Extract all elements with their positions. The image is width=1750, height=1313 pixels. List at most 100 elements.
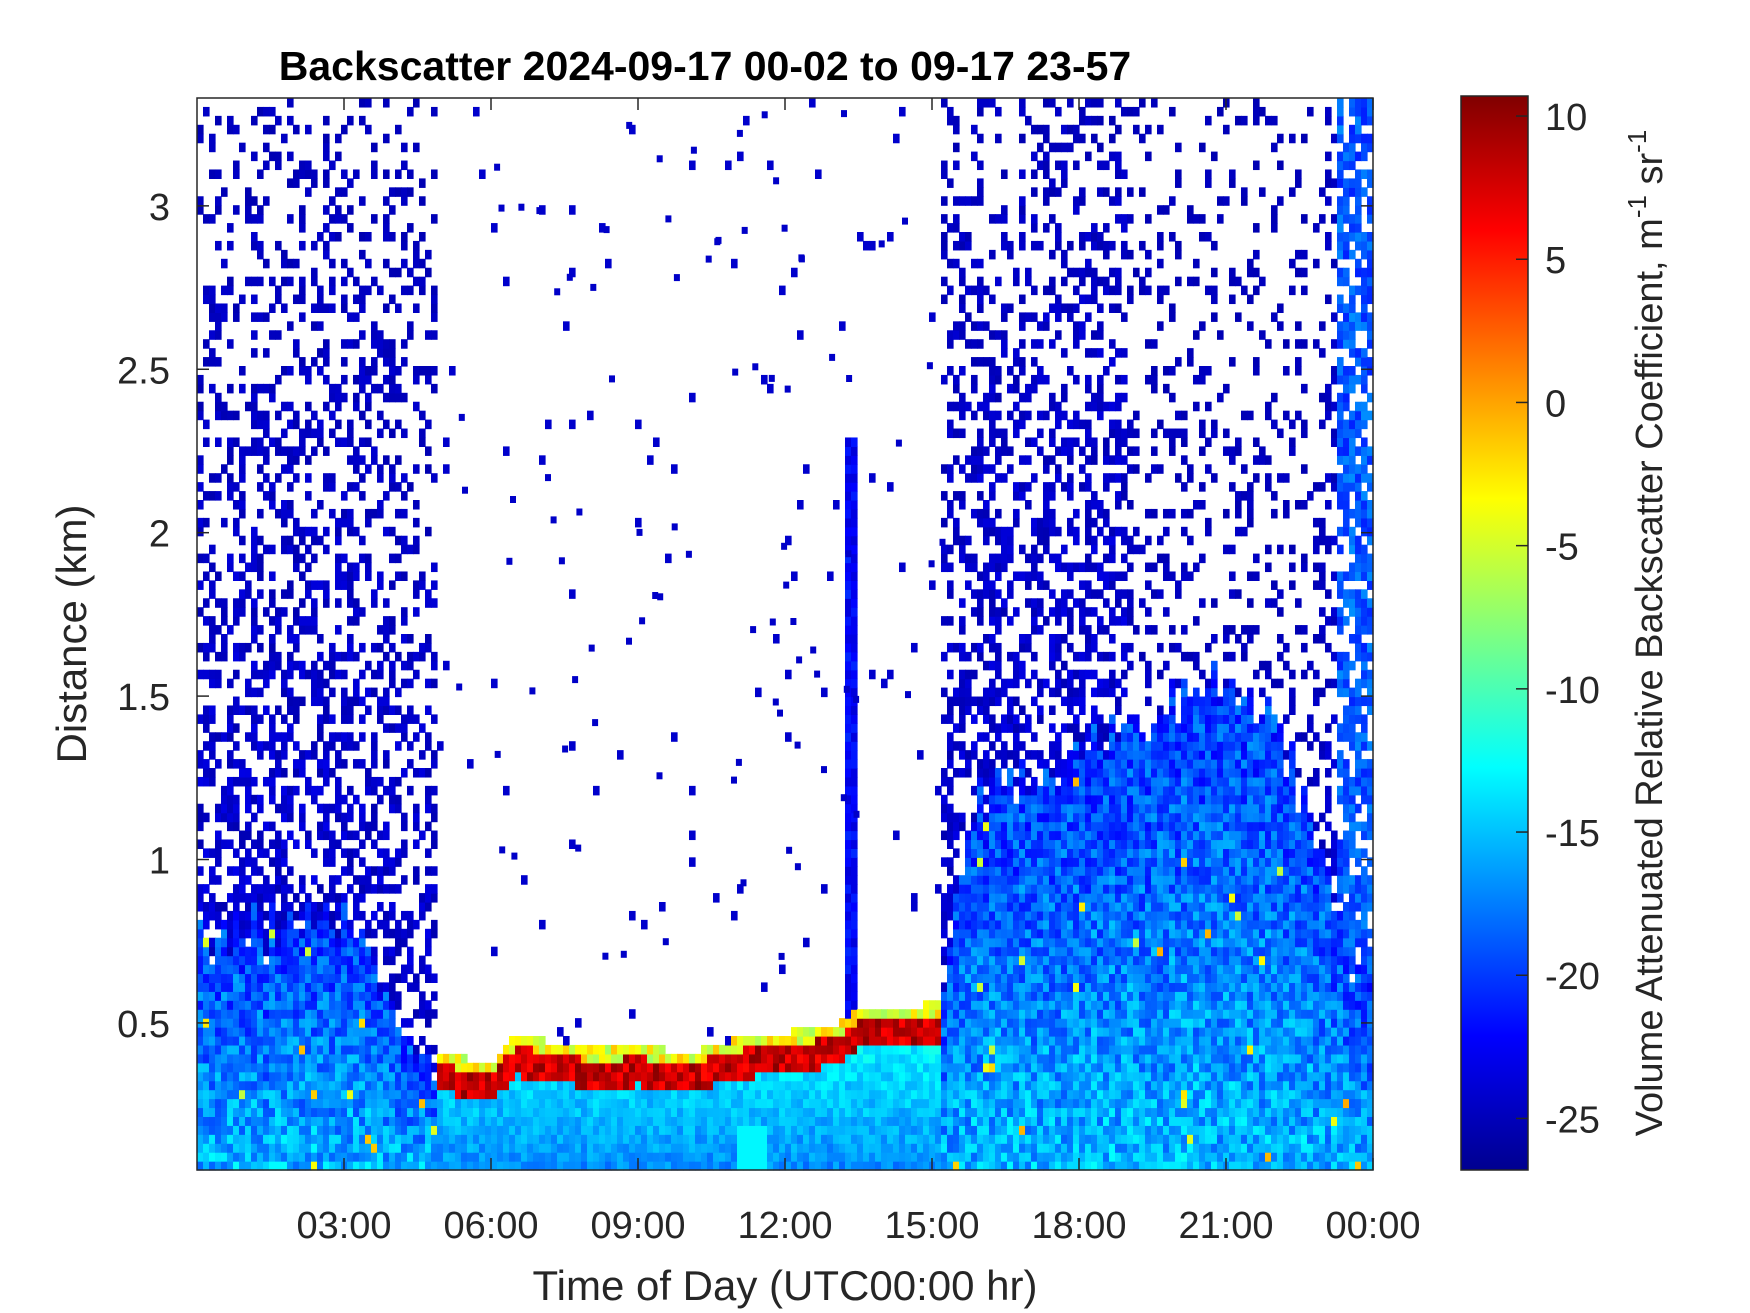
heatmap-cell	[521, 1053, 528, 1064]
heatmap-cell	[953, 964, 960, 975]
heatmap-cell	[593, 1116, 600, 1126]
heatmap-cell	[299, 812, 306, 823]
heatmap-cell	[977, 401, 984, 412]
heatmap-cell	[299, 1152, 306, 1162]
heatmap-cell	[1031, 240, 1038, 251]
heatmap-cell	[839, 1080, 846, 1091]
heatmap-cell	[239, 1098, 246, 1109]
heatmap-cell	[947, 1071, 954, 1082]
heatmap-cell	[329, 669, 336, 680]
heatmap-cell	[461, 1161, 468, 1171]
heatmap-cell	[839, 1116, 846, 1126]
heatmap-cell	[785, 1134, 792, 1144]
heatmap-cell	[521, 1134, 528, 1144]
heatmap-cell	[599, 1062, 606, 1073]
heatmap-cell	[665, 1125, 672, 1135]
heatmap-cell	[1025, 437, 1032, 447]
heatmap-cell	[371, 1134, 378, 1144]
heatmap-cell	[365, 1018, 372, 1028]
heatmap-cell	[965, 848, 972, 858]
heatmap-cell	[1025, 910, 1032, 921]
heatmap-cell	[911, 1152, 918, 1162]
heatmap-cell	[275, 1125, 282, 1135]
heatmap-cell	[995, 1036, 1002, 1046]
heatmap-cell	[953, 642, 960, 653]
heatmap-cell	[359, 1116, 366, 1126]
heatmap-cell	[461, 1116, 468, 1126]
heatmap-cell	[329, 473, 336, 483]
heatmap-cell	[947, 1116, 954, 1126]
heatmap-cell	[287, 1027, 294, 1037]
heatmap-cell	[317, 1125, 324, 1135]
heatmap-cell	[911, 1107, 918, 1117]
heatmap-cell	[989, 937, 996, 948]
heatmap-cell	[485, 1071, 492, 1082]
heatmap-cell	[233, 973, 240, 983]
heatmap-cell	[341, 1018, 348, 1028]
heatmap-cell	[359, 1143, 366, 1153]
heatmap-cell	[359, 1027, 366, 1037]
heatmap-cell	[311, 1089, 318, 1100]
heatmap-cell	[359, 455, 366, 465]
heatmap-cell	[371, 330, 378, 340]
heatmap-cell	[383, 750, 390, 760]
heatmap-cell	[197, 884, 204, 894]
heatmap-cell	[1019, 669, 1026, 680]
heatmap-cell	[827, 1107, 834, 1117]
heatmap-cell	[959, 875, 966, 885]
heatmap-cell	[335, 580, 342, 590]
heatmap-cell	[281, 750, 288, 760]
heatmap-cell	[425, 1062, 432, 1073]
heatmap-cell	[971, 893, 978, 903]
heatmap-cell	[977, 759, 984, 769]
heatmap-cell	[347, 1080, 354, 1091]
heatmap-cell	[605, 1062, 612, 1073]
heatmap-cell	[1001, 1161, 1008, 1171]
heatmap-cell	[995, 1116, 1002, 1126]
heatmap-cell	[329, 803, 336, 814]
heatmap-cell	[989, 410, 996, 421]
heatmap-cell	[881, 1062, 888, 1073]
heatmap-cell	[995, 366, 1002, 376]
heatmap-cell	[959, 544, 966, 555]
heatmap-cell	[983, 446, 990, 456]
heatmap-cell	[275, 910, 282, 921]
heatmap-cell	[1019, 455, 1026, 465]
heatmap-cell	[347, 1044, 354, 1055]
heatmap-cell	[851, 482, 858, 492]
heatmap-cell	[425, 330, 432, 340]
heatmap-cell	[1025, 964, 1032, 975]
heatmap-cell	[251, 812, 258, 823]
heatmap-cell	[209, 1143, 216, 1153]
heatmap-cell	[947, 964, 954, 975]
heatmap-cell	[629, 1044, 636, 1055]
heatmap-cell	[821, 1036, 828, 1046]
heatmap-cell	[473, 1089, 480, 1100]
heatmap-cell	[263, 1080, 270, 1091]
heatmap-cell	[311, 321, 318, 331]
heatmap-cell	[827, 1116, 834, 1126]
heatmap-cell	[395, 803, 402, 814]
heatmap-cell	[989, 419, 996, 430]
heatmap-cell	[257, 642, 264, 653]
heatmap-cell	[995, 893, 1002, 903]
heatmap-cell	[467, 1071, 474, 1082]
heatmap-cell	[269, 776, 276, 787]
heatmap-cell	[233, 1089, 240, 1100]
heatmap-cell	[197, 946, 204, 957]
heatmap-cell	[893, 1125, 900, 1135]
heatmap-cell	[233, 696, 240, 707]
heatmap-cell	[299, 1161, 306, 1171]
heatmap-cell	[959, 616, 966, 626]
heatmap-cell	[941, 776, 948, 787]
heatmap-cell	[779, 285, 786, 296]
heatmap-cell	[521, 1071, 528, 1082]
heatmap-cell	[323, 937, 330, 948]
heatmap-cell	[1013, 750, 1020, 760]
heatmap-cell	[659, 1089, 666, 1100]
heatmap-cell	[239, 598, 246, 608]
heatmap-cell	[221, 946, 228, 957]
heatmap-cell	[845, 1098, 852, 1109]
heatmap-cell	[845, 1036, 852, 1046]
heatmap-cell	[371, 750, 378, 760]
